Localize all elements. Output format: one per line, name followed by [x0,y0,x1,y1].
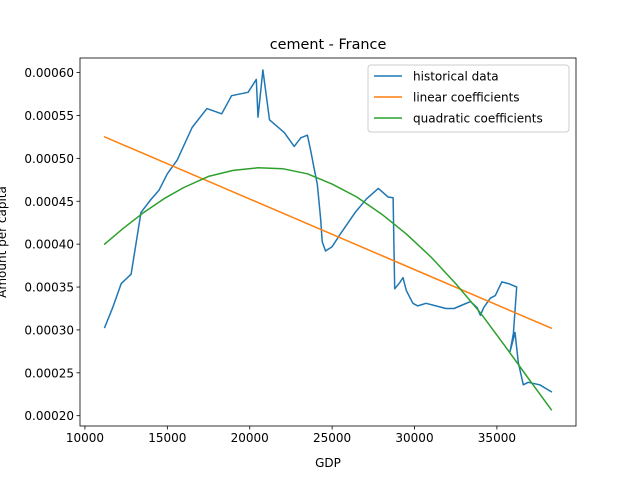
x-axis-label: GDP [315,456,341,470]
x-tick-label: 35000 [478,431,516,445]
x-tick-label: 20000 [231,431,269,445]
series-line-1 [103,135,553,330]
x-tick-label: 30000 [395,431,433,445]
y-tick-label: 0.00035 [24,281,74,295]
series-line-2 [103,167,553,411]
x-tick-label: 25000 [313,431,351,445]
x-tick-label: 15000 [148,431,186,445]
y-tick-label: 0.00030 [24,323,74,337]
y-tick-label: 0.00055 [24,109,74,123]
series-line-0 [103,69,553,393]
y-tick-label: 0.00025 [24,366,74,380]
series-layer [103,69,553,411]
y-tick-label: 0.00050 [24,152,74,166]
legend: historical data linear coefficients quadra… [367,64,570,133]
legend-label-2: quadratic coefficients [413,112,543,126]
legend-label-0: historical data [413,70,499,84]
axes-frame [79,57,577,427]
y-tick-label: 0.00060 [24,66,74,80]
x-axis: 10000 15000 20000 25000 30000 35000 [66,426,516,445]
legend-box [367,64,570,133]
y-axis: 0.00020 0.00025 0.00030 0.00035 0.00040 0.000… [24,66,80,423]
y-axis-label: Amount per capita [0,186,9,298]
chart-title: cement - France [270,37,387,53]
x-tick-label: 10000 [66,431,104,445]
legend-label-1: linear coefficients [413,91,520,105]
y-tick-label: 0.00040 [24,238,74,252]
y-tick-label: 0.00020 [24,409,74,423]
y-tick-label: 0.00045 [24,195,74,209]
